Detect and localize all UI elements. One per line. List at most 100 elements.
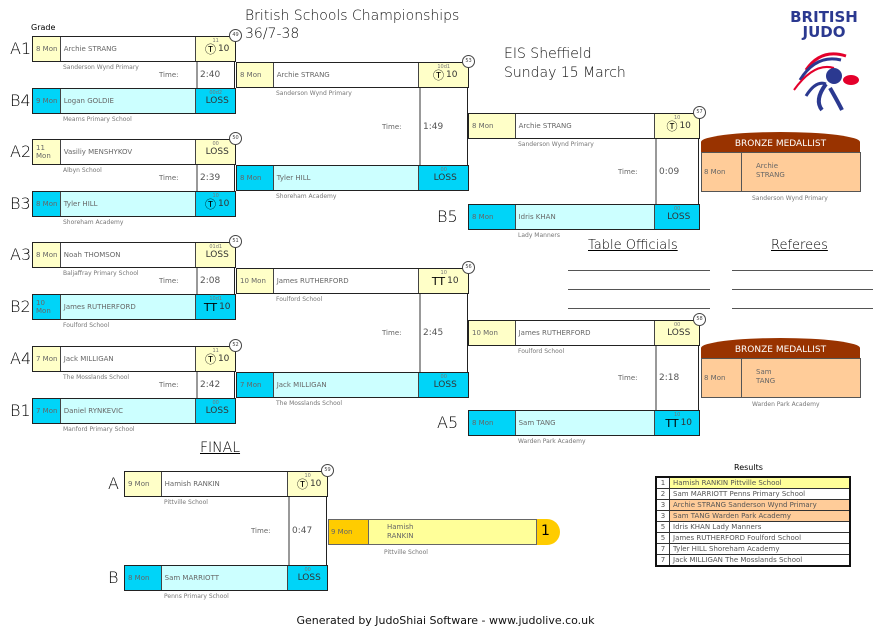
competitor-box[interactable]: 11 Mon Vasiliy MENSHYKOV 00 LOSS: [32, 139, 236, 165]
match-number: 50: [229, 132, 242, 145]
seed-label: B5: [437, 207, 458, 226]
score-cell[interactable]: 10d1 Ⓣ 10: [418, 63, 468, 87]
result: 10: [309, 479, 322, 489]
match-number: 56: [462, 261, 475, 274]
bronze-medallist-box: 8 Mon Sam TANG: [701, 358, 861, 398]
table-official-line[interactable]: [568, 289, 710, 290]
competitor-box[interactable]: 9 Mon Logan GOLDIE 00d2 LOSS: [32, 88, 236, 114]
competitor-box[interactable]: 10 Mon James RUTHERFORD 00 LOSS: [468, 320, 700, 346]
bronze-first-name: Sam: [756, 368, 772, 376]
score-code: 00: [212, 400, 219, 406]
score-cell[interactable]: 00 LOSS: [654, 321, 699, 345]
result-name: James RUTHERFORD Foulford School: [669, 532, 851, 544]
competitor-box[interactable]: 10 Mon James RUTHERFORD 10d1 TT 10: [32, 294, 236, 320]
match-time: 1:49: [423, 121, 444, 132]
competitor-box[interactable]: 8 Mon Archie STRANG 11 Ⓣ 10: [32, 36, 236, 62]
result-name: Archie STRANG Sanderson Wynd Primary: [669, 499, 851, 511]
result-place: 7: [655, 554, 670, 567]
match-time: 0:47: [292, 526, 313, 536]
grade: 11 Mon: [33, 140, 61, 164]
score-code: 10: [212, 193, 219, 199]
score-cell[interactable]: 00 LOSS: [195, 399, 235, 423]
score-cell[interactable]: 00 LOSS: [195, 140, 235, 164]
competitor-box[interactable]: 8 Mon Tyler HILL 10 Ⓣ 10: [32, 191, 236, 217]
grade: 10 Mon: [469, 321, 516, 345]
competitor-box[interactable]: 7 Mon Jack MILLIGAN 11 Ⓣ 10: [32, 346, 236, 372]
competitor-box[interactable]: 8 Mon Tyler HILL 00 LOSS: [236, 165, 469, 191]
result: LOSS: [205, 406, 229, 416]
school: Albyn School: [63, 167, 102, 174]
seed-label: B1: [10, 401, 31, 420]
referee-line[interactable]: [732, 270, 873, 271]
match-time: 2:08: [200, 276, 221, 286]
competitor-box[interactable]: 10 Mon James RUTHERFORD 10 TT 10: [236, 268, 469, 294]
result: LOSS: [667, 328, 691, 338]
seed-label: A3: [10, 245, 32, 264]
competitor-box[interactable]: 8 Mon Archie STRANG 10 Ⓣ 10: [468, 113, 700, 139]
score-cell[interactable]: 10 Ⓣ 10: [654, 114, 699, 138]
match-time: 2:40: [200, 70, 221, 80]
bronze-school: Warden Park Academy: [752, 401, 820, 408]
result: LOSS: [297, 573, 321, 583]
school: Pittville School: [164, 499, 208, 506]
result: 10: [679, 121, 691, 131]
connector-line: [234, 62, 235, 88]
tt-icon: TT: [665, 416, 679, 430]
competitor-box[interactable]: 8 Mon Idris KHAN 00 LOSS: [468, 204, 700, 230]
result: 10: [445, 70, 458, 80]
ippon-circle-icon: Ⓣ: [204, 43, 216, 56]
table-official-line[interactable]: [568, 308, 710, 309]
competitor-box[interactable]: 7 Mon Jack MILLIGAN 00 LOSS: [236, 372, 469, 398]
result: 10: [219, 302, 231, 312]
match-time: 2:45: [423, 328, 444, 338]
score-cell[interactable]: 10d1 TT 10: [195, 295, 235, 319]
competitor-box[interactable]: 8 Mon Archie STRANG 10d1 Ⓣ 10: [236, 62, 469, 88]
school: Shoreham Academy: [63, 219, 124, 226]
score-code: 11: [212, 348, 219, 354]
result: 10: [217, 199, 230, 209]
grade: 8 Mon: [33, 192, 61, 216]
match-number: 51: [229, 235, 242, 248]
competitor-box[interactable]: 9 Mon Hamish RANKIN 10 Ⓣ 10: [124, 471, 328, 497]
result-name: Sam TANG Warden Park Academy: [669, 510, 851, 522]
referee-line[interactable]: [732, 308, 873, 309]
referee-line[interactable]: [732, 289, 873, 290]
competitor-box[interactable]: 8 Mon Sam TANG 10 TT 10: [468, 410, 700, 436]
score-cell[interactable]: 11 Ⓣ 10: [195, 37, 235, 61]
score-cell[interactable]: 00 LOSS: [654, 205, 699, 229]
result-place: 3: [655, 510, 670, 522]
competitor-box[interactable]: 7 Mon Daniel RYNKEVIC 00 LOSS: [32, 398, 236, 424]
match-number: 53: [462, 55, 475, 68]
seed-label: A2: [10, 142, 32, 161]
score-code: 00d2: [209, 90, 223, 96]
score-cell[interactable]: 00 LOSS: [418, 166, 468, 190]
competitor-box[interactable]: 8 Mon Noah THOMSON 01d1 LOSS: [32, 242, 236, 268]
connector-line: [196, 62, 198, 88]
score-cell[interactable]: 10 TT 10: [418, 269, 468, 293]
connector-line: [196, 372, 198, 398]
winner-box: 9 Mon Hamish RANKIN 1: [328, 519, 560, 545]
british-judo-logo: BRITISH JUDO: [786, 10, 862, 118]
time-label: Time:: [618, 167, 638, 176]
score-cell[interactable]: 01d1 LOSS: [195, 243, 235, 267]
score-cell[interactable]: 00d2 LOSS: [195, 89, 235, 113]
result: LOSS: [205, 250, 229, 260]
score-cell[interactable]: 00 LOSS: [287, 566, 327, 590]
connector-line: [419, 294, 421, 372]
grade: 7 Mon: [237, 373, 274, 397]
score-cell[interactable]: 00 LOSS: [418, 373, 468, 397]
result: 10: [217, 44, 230, 54]
score-cell[interactable]: 10 Ⓣ 10: [195, 192, 235, 216]
table-official-line[interactable]: [568, 270, 710, 271]
results-row: 3 Archie STRANG Sanderson Wynd Primary: [655, 499, 851, 511]
score-cell[interactable]: 11 Ⓣ 10: [195, 347, 235, 371]
winner-first-name: Hamish: [387, 523, 414, 531]
result: LOSS: [433, 173, 457, 183]
result: LOSS: [433, 380, 457, 390]
score-cell[interactable]: 10 TT 10: [654, 411, 699, 435]
score-cell[interactable]: 10 Ⓣ 10: [287, 472, 327, 496]
time-label: Time:: [382, 122, 402, 131]
result-place: 2: [655, 488, 670, 500]
competitor-box[interactable]: 8 Mon Sam MARRIOTT 00 LOSS: [124, 565, 328, 591]
connector-line: [234, 372, 235, 398]
